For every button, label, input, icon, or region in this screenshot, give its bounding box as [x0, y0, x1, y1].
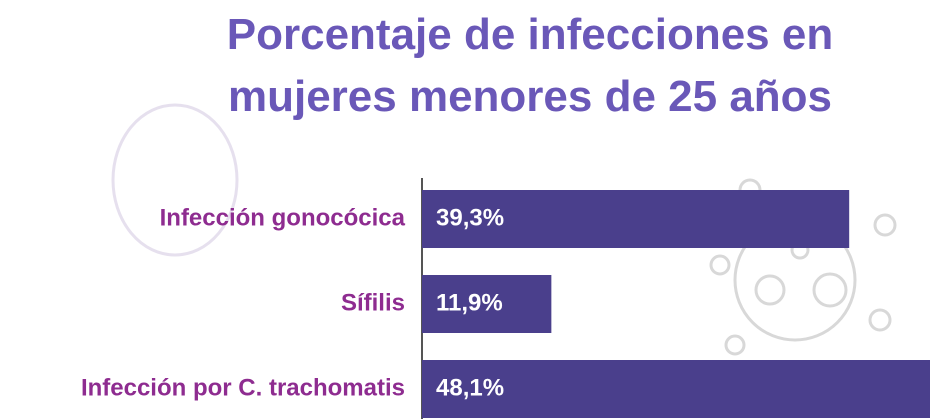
value-label: 11,9%	[436, 289, 503, 316]
page: 39,3% Infección gonocócica 11,9% Sífilis 48,…	[0, 0, 930, 419]
category-label: Infección gonocócica	[160, 204, 406, 231]
value-label: 48,1%	[436, 374, 504, 401]
value-label: 39,3%	[436, 204, 504, 231]
category-label: Sífilis	[341, 289, 405, 316]
chart-title: Porcentaje de infecciones en mujeres men…	[195, 4, 865, 128]
category-label: Infección por C. trachomatis	[81, 374, 405, 401]
